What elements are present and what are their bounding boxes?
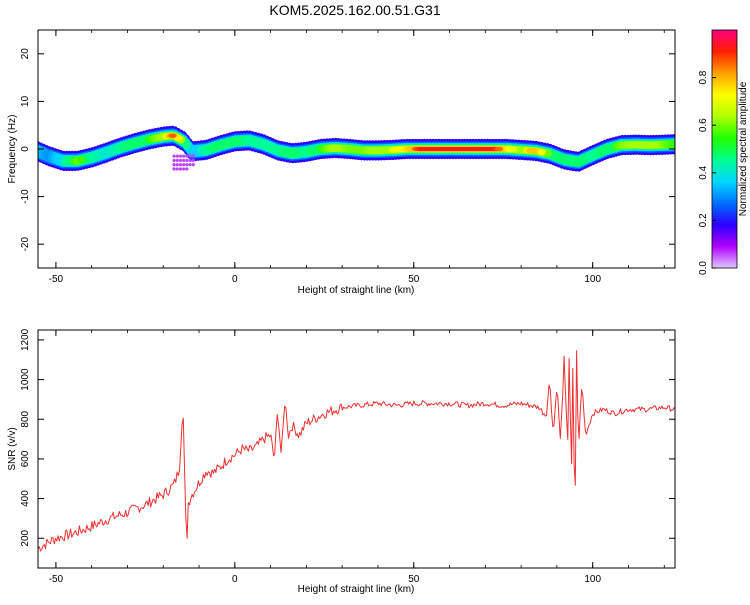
chart-title: KOM5.2025.162.00.51.G31 (269, 2, 441, 18)
spectrogram-heatmap (38, 125, 675, 172)
spectrogram-xtick-label: 0 (232, 274, 238, 285)
spectrogram-cell (537, 149, 547, 156)
spectrogram-cell (175, 163, 179, 167)
spectrogram-cell (188, 163, 192, 167)
snr-ytick-label: 400 (20, 490, 31, 507)
snr-ylabel: SNR (v/v) (7, 427, 18, 470)
spectrogram-cell (172, 154, 176, 158)
spectrogram-ytick-label: -20 (20, 237, 31, 252)
snr-ytick-label: 600 (20, 450, 31, 467)
spectrogram-xlabel: Height of straight line (km) (298, 285, 415, 296)
spectrogram-cell (182, 158, 186, 163)
spectrogram-cell (182, 163, 186, 167)
spectrogram-panel: -50 0 50 100 -20 -10 0 10 20 Height of straight … (7, 29, 676, 296)
spectrogram-cell (178, 163, 183, 167)
snr-frame (37, 329, 676, 569)
spectrogram-cell (168, 133, 177, 138)
spectrogram-cell (175, 158, 179, 163)
snr-ytick-label: 1200 (20, 328, 31, 351)
spectrogram-ytick-label: 20 (20, 48, 31, 60)
snr-series-line (38, 350, 675, 552)
colorbar-gradient (711, 29, 738, 269)
spectrogram-cell (182, 139, 192, 150)
spectrogram-cell (172, 167, 176, 171)
snr-plot-area (38, 330, 675, 568)
snr-ytick-label: 200 (20, 529, 31, 546)
snr-xtick-label: 50 (408, 574, 420, 585)
spectrogram-cell (182, 167, 186, 171)
snr-ytick-label: 1000 (20, 368, 31, 391)
spectrogram-cell (175, 154, 179, 158)
spectrogram-cell (191, 154, 195, 158)
spectrogram-cell (185, 158, 189, 163)
spectrogram-cell (185, 167, 189, 171)
spectrogram-xtick-label: 50 (408, 274, 420, 285)
spectrogram-cell (178, 167, 183, 171)
snr-xlabel: Height of straight line (km) (298, 584, 415, 595)
spectrogram-cell (509, 146, 518, 153)
colorbar-tick-label: 0.4 (698, 165, 709, 179)
colorbar-tick-label: 0.0 (698, 261, 709, 275)
spectrogram-cell (191, 163, 195, 167)
spectrogram-cell (191, 158, 195, 163)
spectrogram-cell (494, 146, 504, 152)
snr-xtick-label: -50 (49, 574, 64, 585)
spectrogram-ticks: -50 0 50 100 -20 -10 0 10 20 (20, 30, 675, 285)
spectrogram-cell (188, 154, 192, 158)
spectrogram-cell (175, 167, 179, 171)
spectrogram-cell (188, 158, 192, 163)
spectrogram-cell (76, 156, 86, 164)
snr-ytick-label: 800 (20, 410, 31, 427)
colorbar-tick-label: 0.6 (698, 118, 709, 132)
spectrogram-xtick-label: 100 (584, 274, 601, 285)
snr-ticks: -50 0 50 100 200 400 600 800 1000 1200 (20, 328, 675, 585)
snr-xtick-label: 0 (232, 574, 238, 585)
spectrogram-cell (185, 163, 189, 167)
spectrogram-cell (185, 154, 189, 158)
colorbar-label: Normalized spectral amplitude (738, 81, 749, 216)
spectrogram-cell (669, 140, 675, 149)
colorbar-ticks: 0.0 0.2 0.4 0.6 0.8 (698, 70, 716, 275)
snr-panel: -50 0 50 100 200 400 600 800 1000 1200 Height of … (7, 328, 676, 595)
spectrogram-cell (182, 154, 186, 158)
spectrogram-cell (172, 158, 176, 163)
colorbar-tick-label: 0.8 (698, 70, 709, 84)
colorbar-tick-label: 0.2 (698, 213, 709, 227)
spectrogram-ylabel: Frequency (Hz) (7, 115, 18, 184)
spectrogram-cell (172, 163, 176, 167)
spectrogram-ytick-label: 10 (20, 95, 31, 107)
spectrogram-ytick-label: 0 (20, 146, 31, 152)
spectrogram-cell (178, 154, 183, 158)
snr-xtick-label: 100 (584, 574, 601, 585)
spectrogram-ytick-label: -10 (20, 189, 31, 204)
colorbar: 0.0 0.2 0.4 0.6 0.8 Normalized spectral ampl… (698, 29, 749, 275)
spectrogram-xtick-label: -50 (49, 274, 64, 285)
spectrogram-cell (178, 158, 183, 163)
